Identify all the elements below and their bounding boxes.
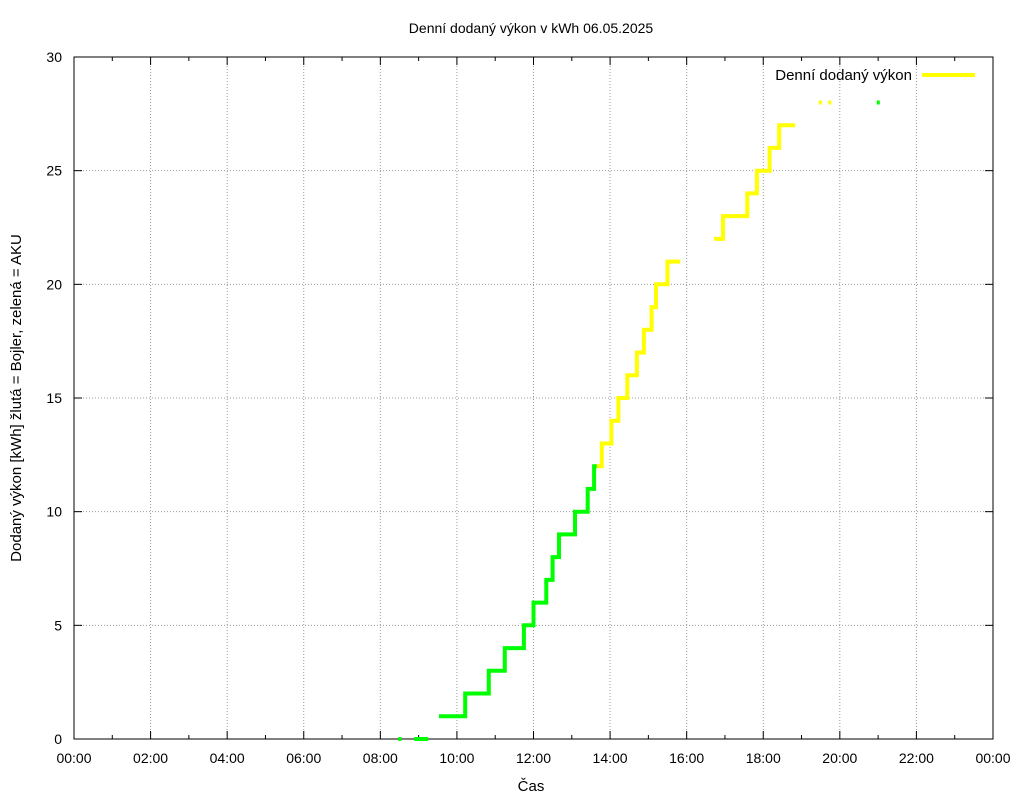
series-0-line	[714, 123, 796, 241]
legend: Denní dodaný výkon	[775, 67, 975, 84]
grid	[74, 57, 993, 739]
x-tick-label: 16:00	[669, 750, 704, 766]
y-tick-label: 30	[46, 49, 62, 65]
axis-ticks: 00:00 02:00 04:00 06:00 08:00 10:00 12:00 14:00…	[46, 49, 1010, 766]
x-tick-label: 06:00	[286, 750, 321, 766]
x-tick-label: 04:00	[210, 750, 245, 766]
x-tick-label: 20:00	[822, 750, 857, 766]
x-tick-label: 08:00	[363, 750, 398, 766]
x-tick-label: 10:00	[439, 750, 474, 766]
y-tick-label: 25	[46, 163, 62, 179]
y-tick-label: 15	[46, 390, 62, 406]
x-tick-label: 18:00	[746, 750, 781, 766]
x-tick-label: 22:00	[899, 750, 934, 766]
x-tick-label: 00:00	[975, 750, 1010, 766]
y-tick-label: 20	[46, 276, 62, 292]
series-0-line	[594, 259, 681, 469]
chart-title: Denní dodaný výkon v kWh 06.05.2025	[409, 20, 654, 36]
series-1-line	[439, 464, 597, 719]
x-tick-label: 12:00	[516, 750, 551, 766]
x-tick-label: 14:00	[593, 750, 628, 766]
y-axis-label: Dodaný výkon [kWh] žlutá = Bojler, zelen…	[8, 234, 25, 562]
y-tick-label: 5	[54, 617, 62, 633]
x-tick-label: 00:00	[56, 750, 91, 766]
y-tick-label: 0	[54, 731, 62, 747]
x-tick-label: 02:00	[133, 750, 168, 766]
x-axis-label: Čas	[518, 778, 545, 795]
legend-label: Denní dodaný výkon	[775, 67, 912, 84]
y-tick-label: 10	[46, 504, 62, 520]
series-layer	[398, 100, 880, 741]
